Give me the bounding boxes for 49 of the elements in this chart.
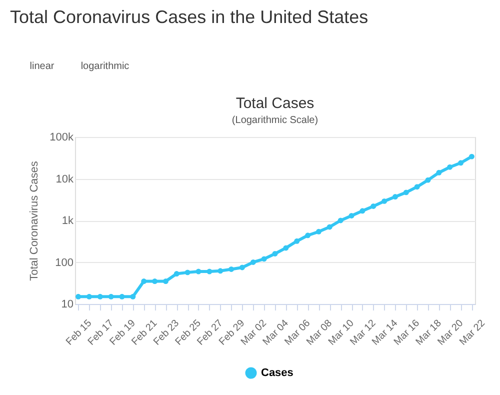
point [447,164,453,170]
y-axis-title: Total Coronavirus Cases [28,160,41,281]
point [414,184,420,190]
point [184,270,190,276]
point [152,278,158,284]
point [130,294,136,300]
point [261,256,267,262]
point [370,203,376,209]
y-tick-label: 10k [56,173,74,186]
text: linear [30,61,55,72]
y-tick-label: 100 [55,256,74,269]
point [283,245,289,251]
legend-label: Cases [261,367,294,379]
point [392,194,398,200]
point [174,271,180,276]
point [436,170,442,176]
y-tick-label: 10 [61,298,74,310]
chart-title: Total Cases [236,95,314,112]
point [239,264,245,270]
text: logarithmic [80,61,130,72]
text: Total Coronavirus Cases in the United States [10,7,368,27]
point [326,224,332,230]
point [305,232,311,238]
point [250,260,256,265]
point [272,250,278,256]
point [196,268,202,274]
point [228,266,234,272]
point [97,294,103,300]
point [294,238,300,244]
point [468,154,474,160]
point [141,278,147,284]
y-tick-label: 100k [50,132,74,144]
point [316,228,322,234]
point [86,294,92,300]
point [108,294,114,300]
point [458,160,464,166]
point [348,213,354,218]
chart-subtitle: (Logarithmic Scale) [232,115,318,126]
point [218,268,224,274]
point [206,268,212,274]
point [382,198,388,204]
point [403,190,409,196]
y-tick-label: 1k [62,215,74,227]
point [162,278,168,284]
point [119,294,125,300]
point [76,294,82,300]
point [338,218,344,224]
point [360,208,366,214]
point [425,177,431,183]
